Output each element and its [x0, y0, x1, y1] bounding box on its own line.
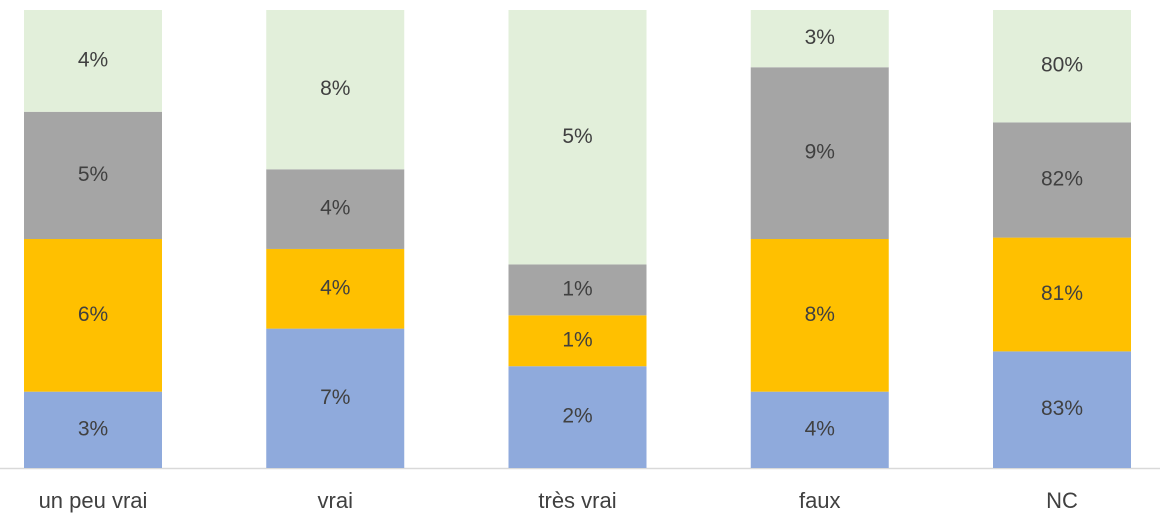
data-label: 82% [1041, 168, 1083, 191]
data-label: 3% [805, 26, 835, 49]
data-label: 9% [805, 141, 835, 164]
data-label: 8% [320, 77, 350, 100]
data-label: 81% [1041, 282, 1083, 305]
bar-segment [750, 391, 889, 468]
data-label: 83% [1041, 397, 1083, 420]
bar-segment [993, 237, 1131, 352]
data-label: 2% [562, 405, 592, 428]
data-label: 7% [320, 386, 350, 409]
data-label: 4% [805, 417, 835, 440]
bar-segment [266, 10, 405, 170]
data-label: 5% [562, 125, 592, 148]
data-label: 5% [78, 163, 108, 186]
bar-segment [750, 10, 889, 68]
bar-segment [24, 239, 162, 392]
data-label: 4% [320, 276, 350, 299]
bar-segment [266, 248, 405, 329]
data-label: 80% [1041, 54, 1083, 77]
bar-segment [24, 111, 162, 239]
bar-segment [993, 122, 1131, 238]
data-label: 1% [562, 277, 592, 300]
x-tick-label: NC [1046, 488, 1078, 513]
bar-segment [508, 315, 647, 367]
data-label: 8% [805, 303, 835, 326]
bar-segment [993, 351, 1131, 468]
x-tick-label: très vrai [538, 488, 616, 513]
bar-segment [508, 366, 647, 468]
data-label: 1% [562, 328, 592, 351]
bar-segment [24, 10, 162, 112]
x-tick-label: un peu vrai [39, 488, 148, 513]
bar-segment [508, 10, 647, 265]
data-label: 3% [78, 417, 108, 440]
x-tick-label: vrai [318, 488, 353, 513]
data-label: 4% [320, 197, 350, 220]
bar-segment [750, 239, 889, 392]
x-tick-label: faux [799, 488, 841, 513]
bar-segment [750, 67, 889, 239]
bar-segment [508, 264, 647, 316]
data-label: 4% [78, 48, 108, 71]
data-label: 6% [78, 303, 108, 326]
bar-segment [266, 169, 405, 249]
bar-segment [24, 391, 162, 468]
bar-segment [993, 10, 1131, 123]
bar-segment [266, 328, 405, 468]
